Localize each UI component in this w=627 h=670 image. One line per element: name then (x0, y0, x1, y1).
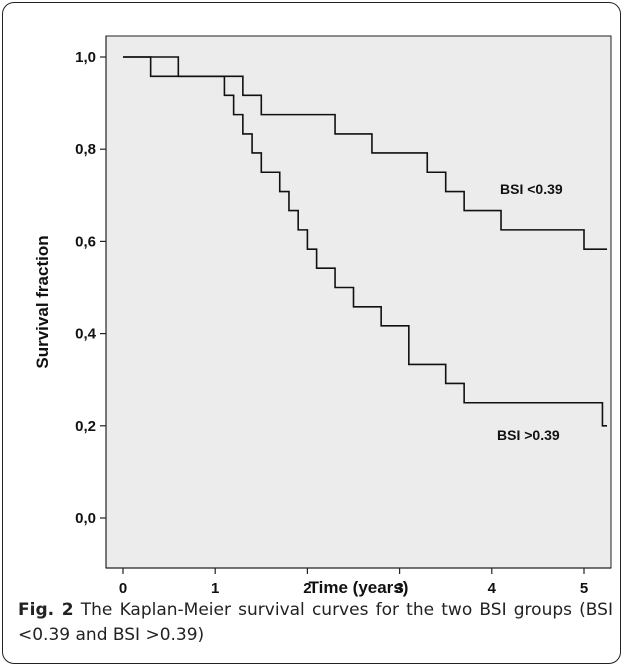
series-label-bsi-high: BSI >0.39 (497, 427, 560, 443)
y-tick-label: 0,4 (75, 326, 97, 343)
caption-text: The Kaplan-Meier survival curves for the… (18, 600, 613, 645)
labels-layer: BSI <0.39 BSI >0.39 (497, 181, 563, 443)
y-axis-title: Survival fraction (33, 235, 52, 368)
series-line-bsi-low (123, 56, 608, 251)
y-tick-label: 1,0 (75, 49, 96, 66)
x-tick-label: 2 (303, 580, 311, 597)
x-axis-title: Time (years) (309, 578, 409, 597)
x-tick-label: 1 (211, 580, 219, 597)
axes: 0,0 0,2 0,4 0,6 0,8 1,0 0 1 2 3 4 5 Time (years) Surv… (33, 36, 611, 597)
survival-chart: 0,0 0,2 0,4 0,6 0,8 1,0 0 1 2 3 4 5 Time (years) Surv… (33, 35, 612, 597)
y-tick-label: 0,8 (75, 141, 96, 158)
series-label-bsi-low: BSI <0.39 (500, 181, 563, 197)
x-tick-label: 3 (395, 580, 403, 597)
series-layer (123, 56, 608, 427)
x-tick-label: 5 (580, 580, 588, 597)
y-tick-label: 0,0 (75, 510, 96, 527)
x-tick-label: 4 (488, 580, 497, 597)
y-tick-label: 0,2 (75, 418, 96, 435)
figure-caption: Fig. 2 The Kaplan-Meier survival curves … (18, 598, 613, 648)
figure-label: Fig. 2 (18, 600, 74, 620)
y-tick-label: 0,6 (75, 233, 96, 250)
plot-area (105, 35, 612, 569)
series-line-bsi-high (123, 56, 608, 427)
x-tick-label: 0 (119, 580, 127, 597)
